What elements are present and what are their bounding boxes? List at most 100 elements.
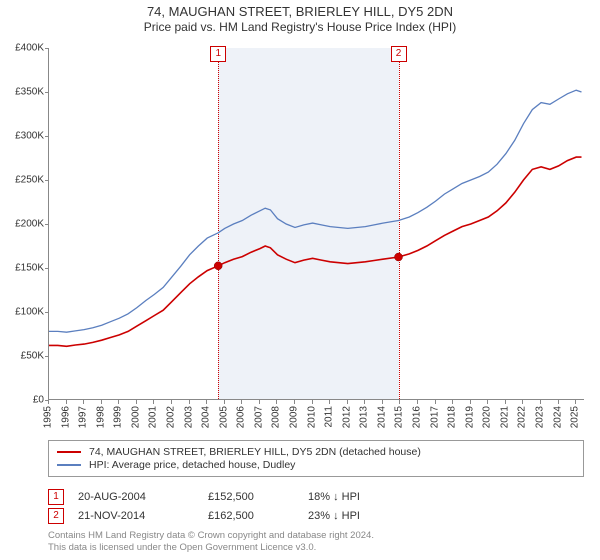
x-tick-label: 2007 — [253, 406, 264, 428]
x-tick-label: 2004 — [201, 406, 212, 428]
y-tick-label: £400K — [15, 43, 44, 54]
y-tick-label: £0 — [33, 395, 44, 406]
x-tick-label: 2001 — [148, 406, 159, 428]
y-tick-label: £100K — [15, 307, 44, 318]
x-tick — [558, 400, 559, 404]
x-tick — [575, 400, 576, 404]
x-tick-label: 2014 — [376, 406, 387, 428]
title: 74, MAUGHAN STREET, BRIERLEY HILL, DY5 2… — [0, 4, 600, 19]
y-axis-labels: £0£50K£100K£150K£200K£250K£300K£350K£400… — [2, 48, 44, 400]
titles: 74, MAUGHAN STREET, BRIERLEY HILL, DY5 2… — [0, 0, 600, 34]
x-tick — [470, 400, 471, 404]
sale-delta-2: 23% ↓ HPI — [308, 510, 428, 522]
y-tick-label: £350K — [15, 87, 44, 98]
x-tick — [452, 400, 453, 404]
sale-marker-2: 2 — [48, 508, 64, 524]
x-tick — [118, 400, 119, 404]
x-tick — [259, 400, 260, 404]
x-tick-label: 1998 — [95, 406, 106, 428]
sale-dot — [214, 262, 222, 270]
x-tick — [540, 400, 541, 404]
x-tick-label: 2019 — [464, 406, 475, 428]
x-tick — [206, 400, 207, 404]
chart-lines — [49, 48, 585, 400]
x-tick-label: 2000 — [130, 406, 141, 428]
x-tick-label: 2003 — [183, 406, 194, 428]
subtitle: Price paid vs. HM Land Registry's House … — [0, 20, 600, 34]
x-tick-label: 1999 — [113, 406, 124, 428]
x-tick — [435, 400, 436, 404]
y-tick-label: £200K — [15, 219, 44, 230]
footer-line-2: This data is licensed under the Open Gov… — [48, 542, 584, 554]
x-tick-label: 2009 — [289, 406, 300, 428]
x-tick — [189, 400, 190, 404]
y-tick-label: £150K — [15, 263, 44, 274]
footer: Contains HM Land Registry data © Crown c… — [48, 530, 584, 554]
x-tick-label: 2017 — [429, 406, 440, 428]
x-tick-label: 2025 — [570, 406, 581, 428]
x-tick — [66, 400, 67, 404]
x-tick-label: 2021 — [499, 406, 510, 428]
x-tick — [294, 400, 295, 404]
x-tick — [505, 400, 506, 404]
sale-row-2: 2 21-NOV-2014 £162,500 23% ↓ HPI — [48, 508, 584, 524]
x-tick-label: 2020 — [482, 406, 493, 428]
sale-marker-top: 2 — [391, 46, 407, 62]
footer-line-1: Contains HM Land Registry data © Crown c… — [48, 530, 584, 542]
x-tick — [522, 400, 523, 404]
chart-container: 74, MAUGHAN STREET, BRIERLEY HILL, DY5 2… — [0, 0, 600, 560]
x-tick-label: 2013 — [359, 406, 370, 428]
x-tick — [276, 400, 277, 404]
x-tick-label: 1997 — [78, 406, 89, 428]
y-tick-label: £300K — [15, 131, 44, 142]
sale-price-2: £162,500 — [208, 510, 308, 522]
x-tick — [364, 400, 365, 404]
legend-item-property: 74, MAUGHAN STREET, BRIERLEY HILL, DY5 2… — [57, 446, 575, 458]
swatch-property — [57, 451, 81, 453]
x-tick-label: 2011 — [324, 406, 335, 428]
x-tick — [487, 400, 488, 404]
x-tick — [171, 400, 172, 404]
y-tick-label: £250K — [15, 175, 44, 186]
sale-price-1: £152,500 — [208, 491, 308, 503]
x-tick-label: 2010 — [306, 406, 317, 428]
plot-wrap: 12 £0£50K£100K£150K£200K£250K£300K£350K£… — [48, 48, 584, 400]
x-tick-label: 2005 — [218, 406, 229, 428]
sale-marker-1: 1 — [48, 489, 64, 505]
series-hpi — [49, 90, 582, 332]
sale-row-1: 1 20-AUG-2004 £152,500 18% ↓ HPI — [48, 489, 584, 505]
sale-date-1: 20-AUG-2004 — [78, 491, 208, 503]
legend-item-hpi: HPI: Average price, detached house, Dudl… — [57, 459, 575, 471]
x-tick-label: 2006 — [236, 406, 247, 428]
x-tick — [101, 400, 102, 404]
x-tick — [48, 400, 49, 404]
x-tick — [241, 400, 242, 404]
legend-label-hpi: HPI: Average price, detached house, Dudl… — [89, 459, 295, 471]
sale-date-2: 21-NOV-2014 — [78, 510, 208, 522]
x-tick-label: 1995 — [43, 406, 54, 428]
swatch-hpi — [57, 464, 81, 466]
x-tick — [399, 400, 400, 404]
x-tick — [136, 400, 137, 404]
legend: 74, MAUGHAN STREET, BRIERLEY HILL, DY5 2… — [48, 440, 584, 477]
x-tick-label: 2002 — [166, 406, 177, 428]
sale-delta-1: 18% ↓ HPI — [308, 491, 428, 503]
x-tick-label: 2012 — [341, 406, 352, 428]
x-tick-label: 2024 — [552, 406, 563, 428]
x-tick — [224, 400, 225, 404]
x-tick-label: 2008 — [271, 406, 282, 428]
x-tick-label: 2022 — [517, 406, 528, 428]
x-tick-label: 2015 — [394, 406, 405, 428]
x-tick — [347, 400, 348, 404]
legend-label-property: 74, MAUGHAN STREET, BRIERLEY HILL, DY5 2… — [89, 446, 421, 458]
x-tick-label: 2016 — [412, 406, 423, 428]
sale-dot — [395, 253, 403, 261]
x-tick — [83, 400, 84, 404]
x-tick-label: 1996 — [60, 406, 71, 428]
x-tick-label: 2018 — [447, 406, 458, 428]
x-tick — [153, 400, 154, 404]
y-tick-label: £50K — [21, 351, 44, 362]
x-axis-labels: 1995199619971998199920002001200220032004… — [48, 400, 584, 440]
x-tick — [312, 400, 313, 404]
x-tick — [417, 400, 418, 404]
